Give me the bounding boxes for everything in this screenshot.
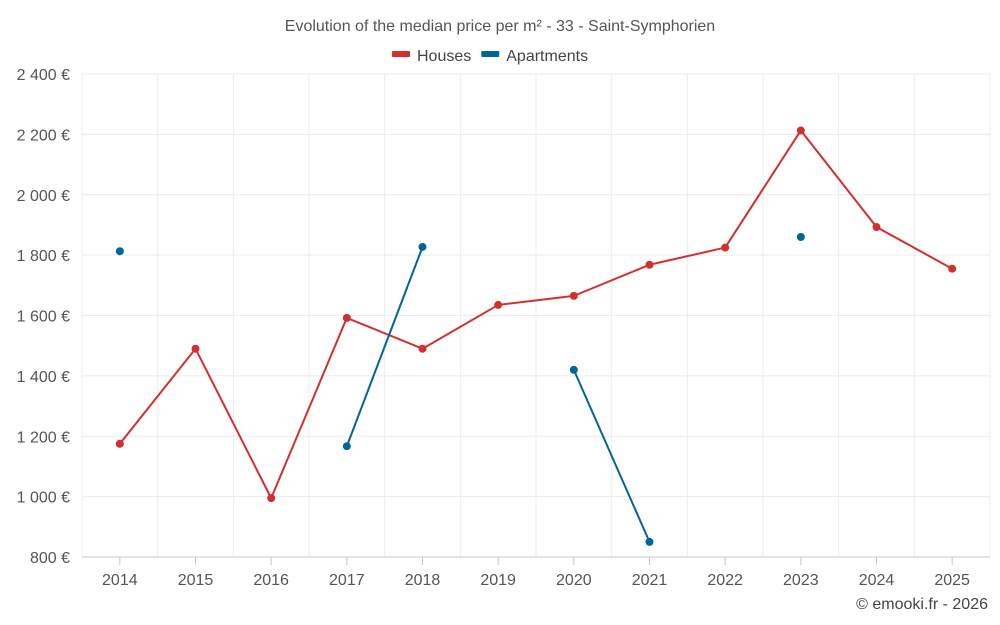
- x-tick-label: 2024: [859, 572, 895, 589]
- houses-point[interactable]: [191, 344, 200, 353]
- y-tick-label: 1 000 €: [17, 490, 70, 507]
- grid: [81, 73, 991, 557]
- legend: Houses Apartments: [392, 48, 588, 65]
- houses-point[interactable]: [569, 291, 578, 300]
- houses-point[interactable]: [115, 439, 124, 448]
- y-tick-label: 1 200 €: [17, 429, 70, 446]
- x-tick-label: 2016: [253, 572, 289, 589]
- series-apartments: [115, 233, 805, 546]
- houses-line: [119, 129, 953, 500]
- credit-text: © emooki.fr - 2026: [856, 596, 988, 613]
- houses-point[interactable]: [645, 260, 654, 269]
- y-tick-label: 800 €: [30, 550, 70, 567]
- houses-point[interactable]: [796, 126, 805, 135]
- apartments-line: [345, 246, 424, 447]
- x-tick-label: 2019: [480, 572, 516, 589]
- apartments-point[interactable]: [342, 442, 351, 451]
- houses-point[interactable]: [494, 300, 503, 309]
- legend-swatch: [392, 51, 410, 57]
- houses-point[interactable]: [267, 494, 276, 503]
- houses-point[interactable]: [418, 344, 427, 353]
- legend-item-apartments[interactable]: Apartments: [481, 48, 588, 65]
- houses-point[interactable]: [948, 264, 957, 273]
- series-houses: [115, 126, 957, 503]
- y-tick-label: 2 000 €: [17, 188, 70, 205]
- x-tick-label: 2018: [405, 572, 441, 589]
- apartments-point[interactable]: [796, 233, 805, 242]
- x-tick-label: 2022: [707, 572, 743, 589]
- y-tick-label: 1 600 €: [17, 309, 70, 326]
- houses-point[interactable]: [342, 313, 351, 322]
- apartments-line: [572, 369, 651, 543]
- y-tick-label: 1 400 €: [17, 369, 70, 386]
- apartments-point[interactable]: [645, 537, 654, 546]
- x-tick-label: 2020: [556, 572, 592, 589]
- houses-point[interactable]: [872, 223, 881, 232]
- axes: 800 € 1 000 € 1 200 € 1 400 € 1 600 € 1 800 €…: [17, 67, 990, 589]
- apartments-point[interactable]: [115, 247, 124, 256]
- x-tick-label: 2025: [934, 572, 970, 589]
- y-tick-label: 1 800 €: [17, 248, 70, 265]
- legend-label: Apartments: [506, 48, 588, 65]
- y-tick-label: 2 200 €: [17, 127, 70, 144]
- series-layer: [115, 126, 957, 546]
- x-tick-label: 2014: [102, 572, 138, 589]
- apartments-point[interactable]: [569, 365, 578, 374]
- houses-point[interactable]: [721, 243, 730, 252]
- legend-swatch: [481, 51, 500, 57]
- x-tick-label: 2023: [783, 572, 819, 589]
- x-tick-label: 2015: [178, 572, 214, 589]
- legend-item-houses[interactable]: Houses: [392, 48, 471, 65]
- x-tick-label: 2017: [329, 572, 365, 589]
- apartments-point[interactable]: [418, 242, 427, 251]
- chart-title: Evolution of the median price per m² - 3…: [285, 18, 715, 35]
- x-tick-label: 2021: [632, 572, 668, 589]
- y-tick-label: 2 400 €: [17, 67, 70, 84]
- legend-label: Houses: [417, 48, 471, 65]
